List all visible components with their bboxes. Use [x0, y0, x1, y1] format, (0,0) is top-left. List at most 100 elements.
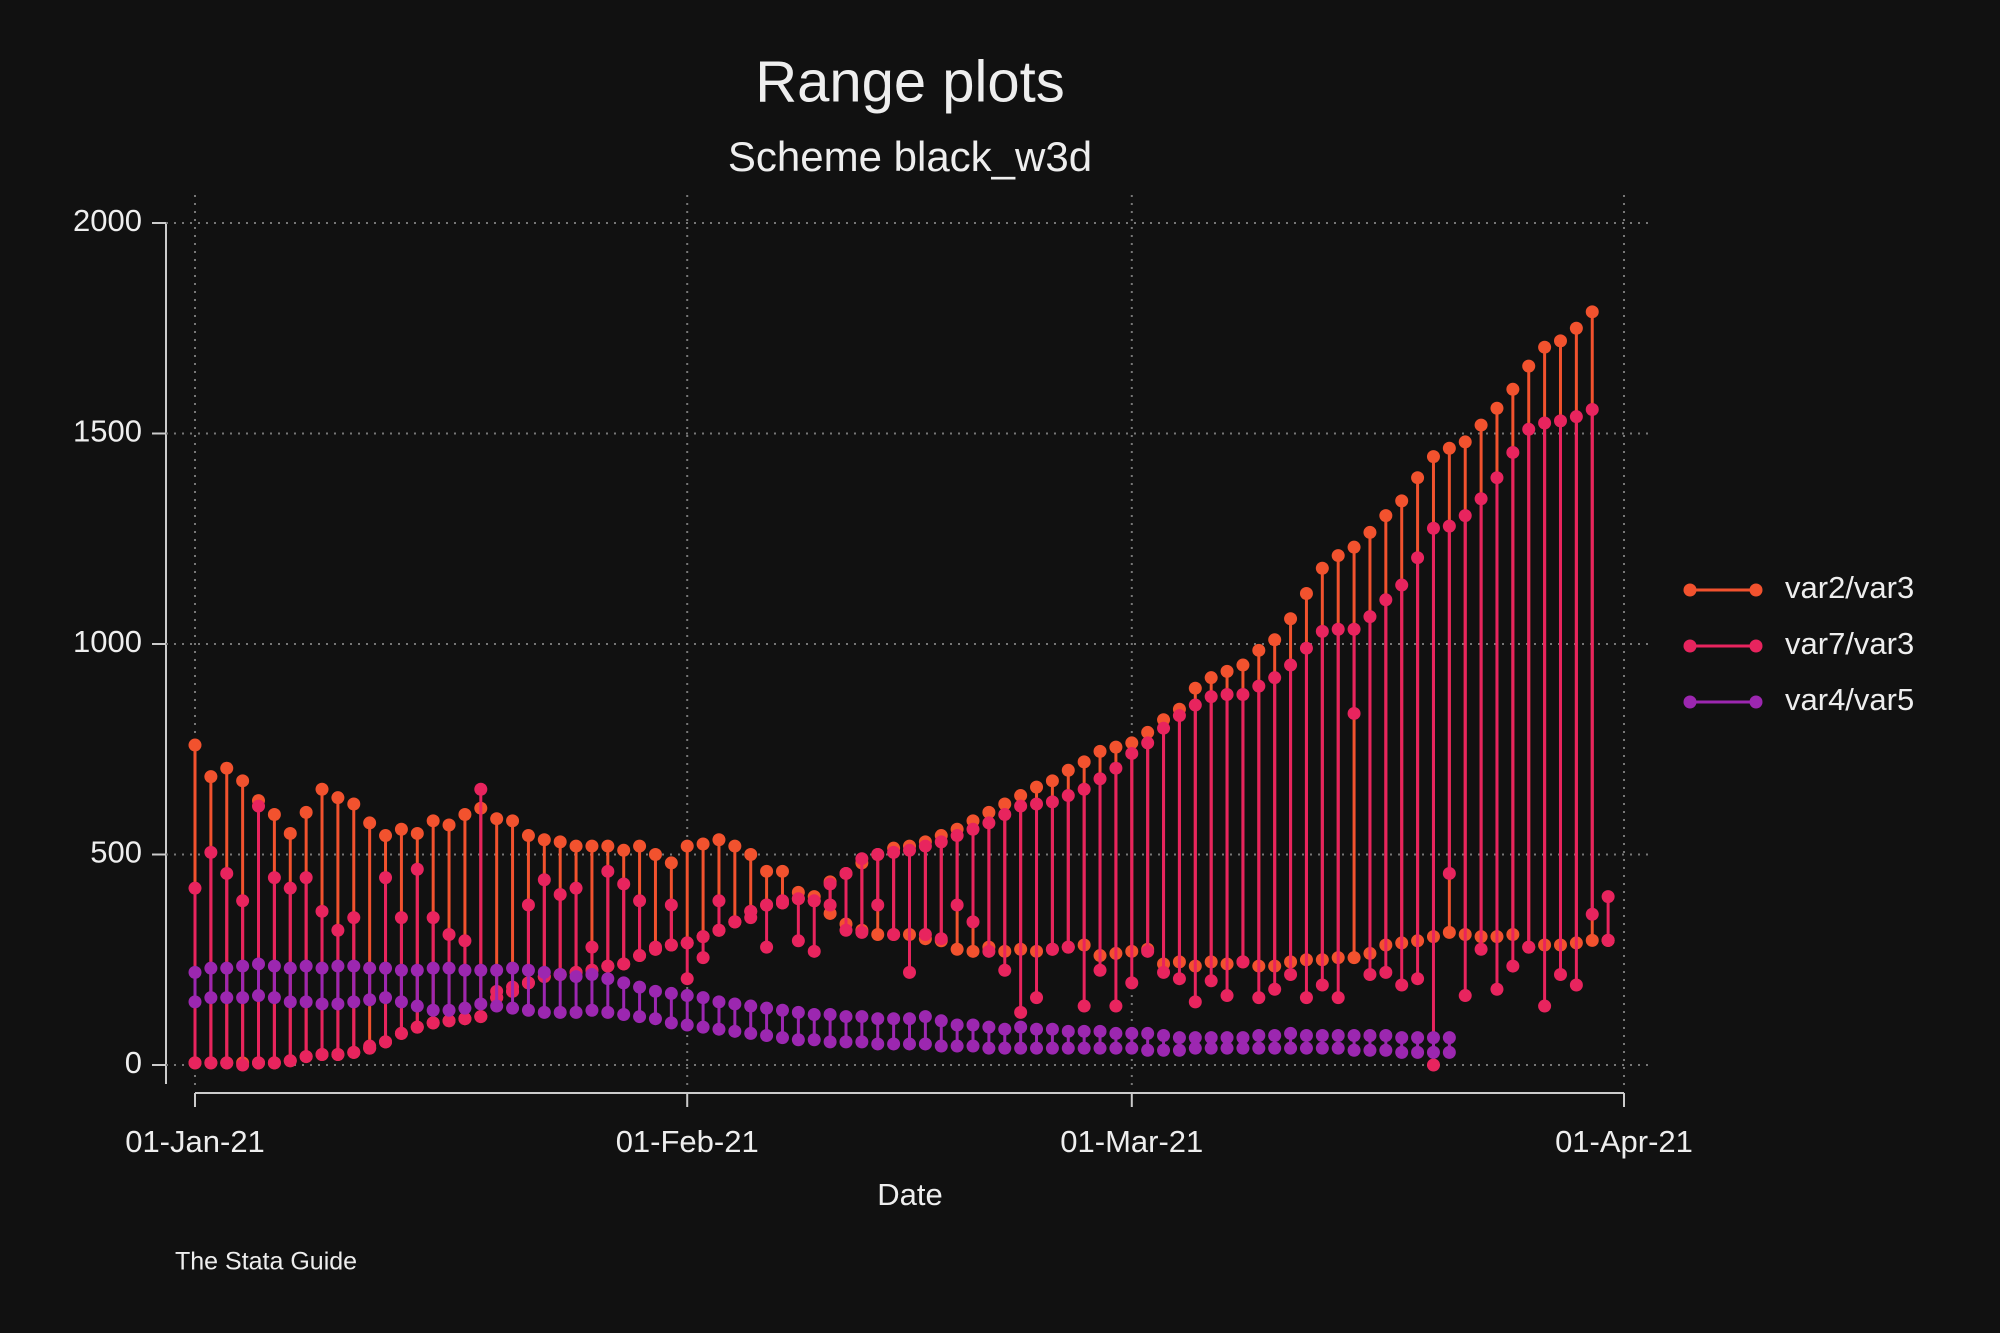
range-end [1331, 622, 1345, 636]
range-end [537, 873, 551, 887]
range-end [474, 963, 488, 977]
range-end [1045, 795, 1059, 809]
range-end [394, 1026, 408, 1040]
range-end [680, 936, 694, 950]
range-end [1458, 989, 1472, 1003]
range-end [966, 1039, 980, 1053]
range-end [1252, 991, 1266, 1005]
range-end [1458, 509, 1472, 523]
range-end [347, 1045, 361, 1059]
range-end [1045, 1022, 1059, 1036]
range-end [712, 833, 726, 847]
range-end [696, 1020, 710, 1034]
range-end [410, 1020, 424, 1034]
range-end [680, 1018, 694, 1032]
range-end [410, 963, 424, 977]
range-end [633, 894, 647, 908]
range-end [1172, 972, 1186, 986]
range-end [966, 822, 980, 836]
range-end [299, 959, 313, 973]
range-end [1585, 907, 1599, 921]
range-end [760, 1029, 774, 1043]
range-end [1347, 622, 1361, 636]
range-end [569, 881, 583, 895]
range-end [807, 1033, 821, 1047]
range-end [315, 1047, 329, 1061]
range-end [1284, 967, 1298, 981]
range-end [1315, 624, 1329, 638]
range-end [1331, 991, 1345, 1005]
range-end [1426, 1045, 1440, 1059]
chart-subtitle: Scheme black_w3d [728, 133, 1092, 180]
range-end [1395, 578, 1409, 592]
range-end [601, 972, 615, 986]
range-end [760, 1001, 774, 1015]
range-end [394, 822, 408, 836]
range-end [1014, 1005, 1028, 1019]
range-end [1426, 450, 1440, 464]
range-end [1204, 690, 1218, 704]
range-end [394, 963, 408, 977]
range-end [855, 925, 869, 939]
range-end [1157, 965, 1171, 979]
range-end [426, 961, 440, 975]
range-end [379, 1035, 393, 1049]
range-end [680, 839, 694, 853]
range-end [188, 881, 202, 895]
range-end [1331, 549, 1345, 563]
range-end [267, 871, 281, 885]
range-end [267, 808, 281, 822]
range-end [998, 808, 1012, 822]
legend-dot [1749, 695, 1763, 709]
range-end [633, 980, 647, 994]
range-end [537, 1005, 551, 1019]
range-end [442, 927, 456, 941]
range-end [1141, 736, 1155, 750]
legend-dot [1683, 695, 1697, 709]
range-end [585, 839, 599, 853]
legend-label: var4/var5 [1785, 682, 1914, 717]
range-end [283, 1054, 297, 1068]
range-end [1411, 551, 1425, 565]
range-end [1157, 721, 1171, 735]
range-end [1141, 1026, 1155, 1040]
range-end [601, 1005, 615, 1019]
range-end [934, 835, 948, 849]
range-end [871, 1012, 885, 1026]
range-end [950, 1018, 964, 1032]
range-end [1268, 671, 1282, 685]
range-end [347, 959, 361, 973]
range-end [1014, 799, 1028, 813]
range-end [1188, 1031, 1202, 1045]
range-end [823, 877, 837, 891]
range-end [1395, 494, 1409, 508]
range-end [1299, 586, 1313, 600]
range-end [1252, 679, 1266, 693]
range-end [1125, 736, 1139, 750]
range-end [617, 877, 631, 891]
range-end [918, 927, 932, 941]
range-end [315, 961, 329, 975]
range-end [1379, 509, 1393, 523]
legend-label: var2/var3 [1785, 570, 1914, 605]
range-end [1315, 978, 1329, 992]
range-end [1268, 1041, 1282, 1055]
range-end [1284, 658, 1298, 672]
range-end [696, 951, 710, 965]
range-end [871, 848, 885, 861]
range-end [331, 997, 345, 1011]
range-end [188, 995, 202, 1009]
range-end [1347, 1029, 1361, 1043]
range-end [283, 961, 297, 975]
range-end [1442, 441, 1456, 455]
range-end [394, 995, 408, 1009]
range-end [1030, 780, 1044, 794]
range-end [1220, 1031, 1234, 1045]
range-end [1379, 1043, 1393, 1057]
range-end [1077, 999, 1091, 1013]
range-end [1442, 1045, 1456, 1059]
range-end [442, 818, 456, 832]
range-end [712, 995, 726, 1009]
range-end [966, 915, 980, 929]
chart-title: Range plots [755, 49, 1065, 114]
